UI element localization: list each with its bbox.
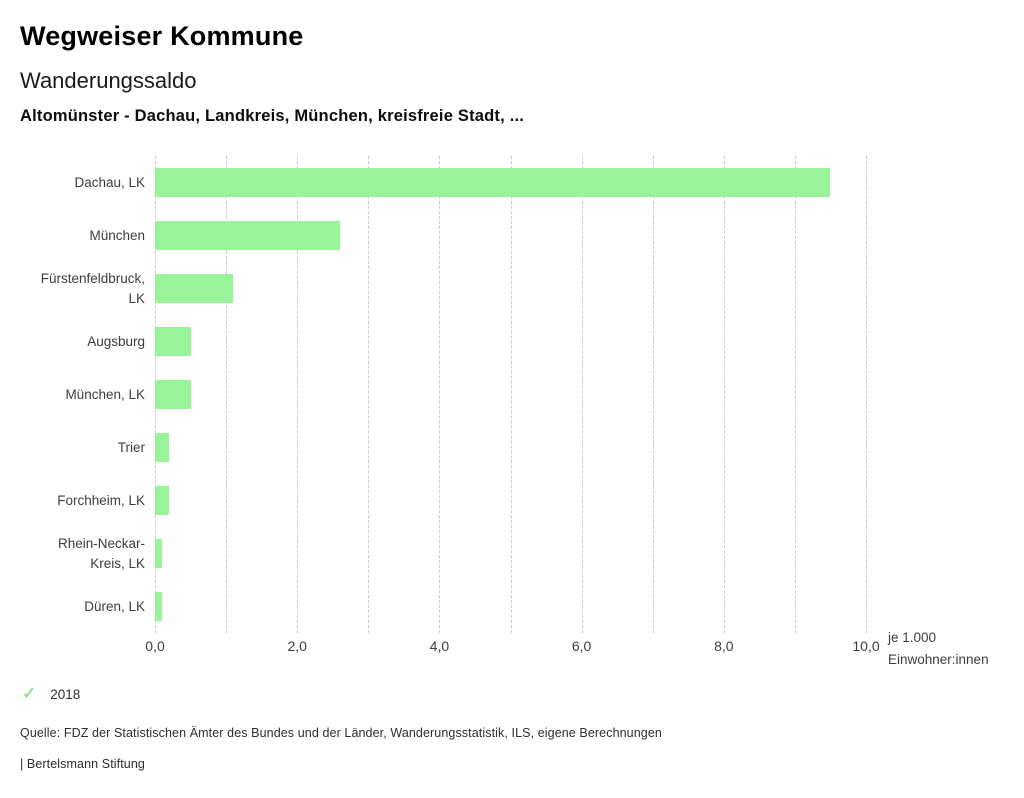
gridline (723, 156, 725, 633)
gridline (866, 156, 867, 633)
y-axis-label: München, LK (0, 368, 145, 421)
bar-München, LK[interactable] (155, 380, 191, 409)
x-tick-label: 8,0 (714, 638, 734, 654)
y-axis-label: Düren, LK (0, 580, 145, 633)
x-tick-label: 10,0 (852, 638, 880, 654)
bar-Dachau, LK[interactable] (155, 168, 831, 197)
gridline (368, 156, 370, 633)
legend-year-label: 2018 (50, 686, 81, 702)
y-axis-label: Dachau, LK (0, 156, 145, 209)
y-axis-label: München (0, 209, 145, 262)
bar-row (155, 156, 877, 209)
check-icon: ✓ (22, 684, 37, 703)
bar-row (155, 368, 877, 421)
x-tick-label: 2,0 (287, 638, 307, 654)
bar-chart: Dachau, LK München Fürstenfeldbruck, LK Augs… (0, 156, 1024, 696)
x-tick-label: 4,0 (429, 638, 450, 654)
y-axis-label: Forchheim, LK (0, 474, 145, 527)
y-axis-label-line: Augsburg (87, 333, 145, 349)
unit-label-line1: je 1.000 (888, 630, 937, 645)
bar-row (155, 421, 877, 474)
y-axis-label-line: Trier (117, 439, 145, 455)
x-tick-label: 0,0 (145, 638, 165, 654)
y-axis-label-line: Fürstenfeldbruck, (40, 270, 145, 286)
bar-row (155, 209, 877, 262)
gridline (652, 156, 654, 633)
header: Wegweiser Kommune Wanderungssaldo Altomü… (20, 20, 980, 126)
legend-item-2018[interactable]: ✓ 2018 (22, 685, 80, 703)
bar-München[interactable] (155, 221, 340, 250)
chart-title: Wanderungssaldo (20, 68, 197, 93)
page-title: Wegweiser Kommune (20, 21, 304, 51)
unit-label-line2: Einwohner:innen (888, 652, 989, 667)
y-axis-label: Trier (0, 421, 145, 474)
x-axis-unit-label: je 1.000 Einwohner:innen (888, 627, 989, 671)
y-axis-label-line: Düren, LK (84, 598, 145, 614)
source-text: Quelle: FDZ der Statistischen Ämter des … (20, 726, 662, 740)
bar-row (155, 527, 877, 580)
gridline (581, 156, 583, 633)
bar-row (155, 580, 877, 633)
bar-row (155, 315, 877, 368)
gridline (297, 156, 299, 633)
y-axis-labels: Dachau, LK München Fürstenfeldbruck, LK Augs… (0, 156, 145, 633)
y-axis-label: Rhein-Neckar- Kreis, LK (0, 527, 145, 580)
plot-area (155, 156, 877, 633)
gridline (226, 156, 228, 633)
y-axis-label-line: München (89, 227, 145, 243)
y-axis-label-line: Rhein-Neckar- (57, 535, 145, 551)
x-tick-label: 6,0 (571, 638, 592, 654)
gridline (794, 156, 796, 633)
y-axis-label: Fürstenfeldbruck, LK (0, 262, 145, 315)
bar-row (155, 262, 877, 315)
bar-Augsburg[interactable] (155, 327, 191, 356)
y-axis-label-line: Kreis, LK (90, 555, 145, 571)
bar-Fürstenfeldbruck, LK[interactable] (155, 274, 234, 303)
y-axis-label-line: Dachau, LK (74, 174, 145, 190)
bar-Rhein-Neckar-Kreis, LK[interactable] (155, 539, 163, 568)
bar-row (155, 474, 877, 527)
bar-Forchheim, LK[interactable] (155, 486, 170, 515)
chart-subtitle: Altomünster - Dachau, Landkreis, München… (20, 107, 525, 125)
gridline (510, 156, 512, 633)
y-axis-label-line: München, LK (65, 386, 145, 402)
gridline (439, 156, 441, 633)
y-axis-label: Augsburg (0, 315, 145, 368)
bar-Düren, LK[interactable] (155, 592, 163, 621)
y-axis-label-line: Forchheim, LK (57, 492, 145, 508)
y-axis-label-line: LK (128, 290, 145, 306)
bar-Trier[interactable] (155, 433, 170, 462)
attribution-text: | Bertelsmann Stiftung (20, 757, 145, 771)
